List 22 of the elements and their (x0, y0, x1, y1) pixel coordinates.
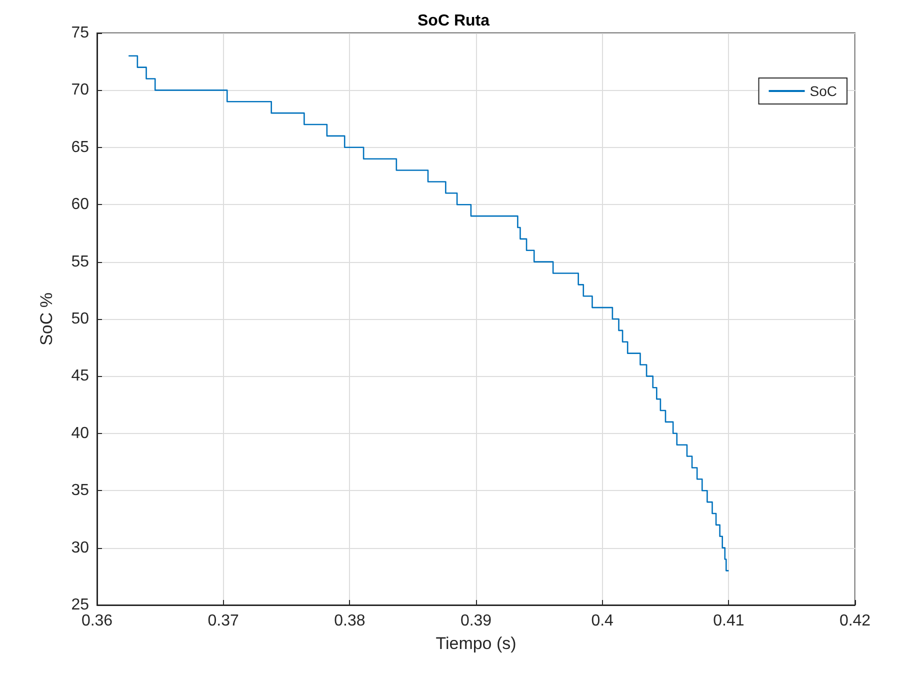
y-tick-label: 60 (71, 196, 90, 214)
y-tick-label: 40 (71, 424, 90, 442)
y-tick-label: 50 (71, 310, 90, 328)
x-axis-title: Tiempo (s) (436, 634, 516, 653)
y-tick-label: 75 (71, 24, 90, 42)
y-tick-label: 70 (71, 82, 90, 99)
y-tick-label: 30 (71, 539, 90, 556)
x-tick-label: 0.37 (208, 612, 240, 630)
x-tick-label: 0.38 (334, 612, 366, 630)
x-tick-label: 0.36 (81, 612, 113, 630)
y-tick-label: 55 (71, 253, 90, 270)
y-tick-label: 65 (71, 138, 90, 156)
x-tick-label: 0.4 (591, 612, 614, 630)
y-tick-label: 35 (71, 482, 90, 500)
x-tick-label: 0.41 (713, 612, 744, 630)
y-tick-label: 25 (71, 596, 90, 614)
legend-label: SoC (810, 83, 837, 99)
y-tick-label: 45 (71, 368, 90, 385)
y-axis-title: SoC % (37, 292, 56, 346)
x-tick-label: 0.42 (839, 612, 871, 630)
x-tick-label: 0.39 (460, 612, 492, 630)
chart-title: SoC Ruta (418, 12, 490, 30)
